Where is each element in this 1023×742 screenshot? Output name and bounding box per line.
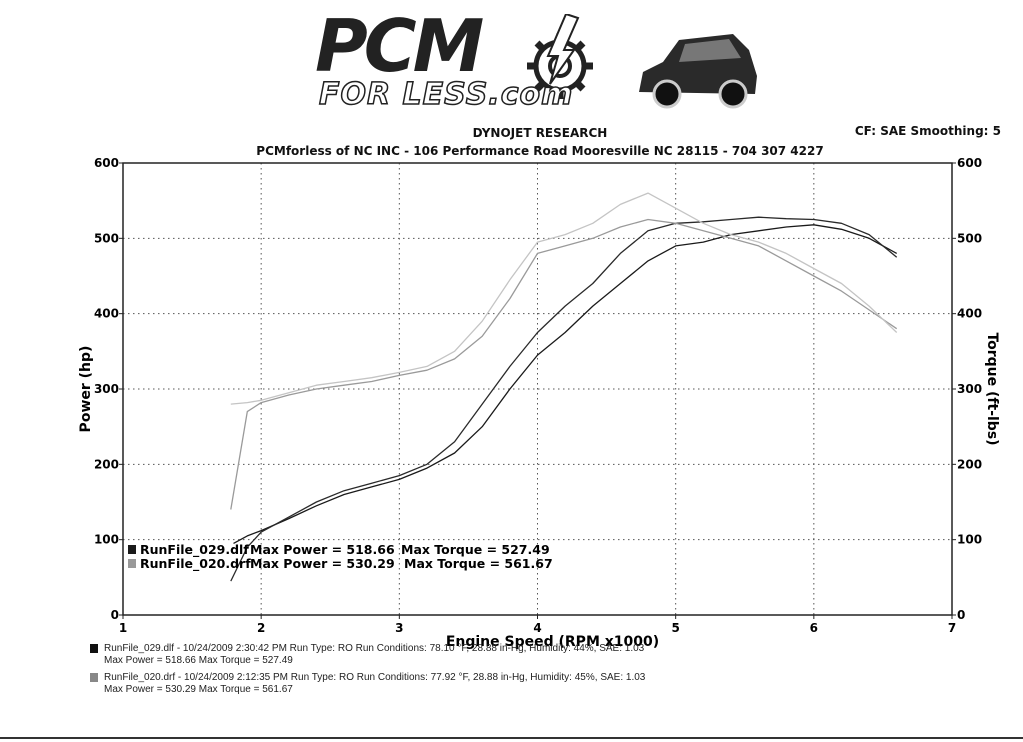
curve-torque-runfile-029-dlf [230, 218, 898, 510]
x-tick-label: 2 [257, 621, 265, 635]
gear-icon [527, 14, 593, 99]
y-tick-label: 100 [94, 533, 119, 547]
y-tick-label: 0 [111, 608, 119, 622]
y-tick-label: 300 [94, 382, 119, 396]
legend-power: Max Power = 530.29 [250, 556, 395, 571]
logo-sub-text: FOR LESS.com [318, 77, 574, 113]
legend-swatch [128, 559, 136, 568]
x-tick-label: 5 [671, 621, 679, 635]
x-tick-label: 1 [119, 621, 127, 635]
logo-main-text: PCM [315, 4, 484, 88]
y-tick-label: 200 [94, 457, 119, 471]
footer-swatch [90, 644, 98, 653]
x-tick-label: 6 [810, 621, 818, 635]
y2-tick-label: 300 [957, 382, 982, 396]
legend-swatch [128, 545, 136, 554]
footer-swatch [90, 673, 98, 682]
legend: RunFile_029.dlf Max Power = 518.66 Max T… [128, 542, 553, 572]
y-tick-label: 400 [94, 307, 119, 321]
y2-tick-label: 100 [957, 533, 982, 547]
footer-max-line: Max Power = 530.29 Max Torque = 561.67 [104, 684, 293, 695]
footer-run-line: RunFile_020.drf - 10/24/2009 2:12:35 PM … [104, 672, 646, 683]
tick-labels: 1 2 3 4 5 6 7010020030040050060001002003004005… [94, 156, 982, 635]
y2-tick-label: 600 [957, 156, 982, 170]
correction-label: CF: SAE Smoothing: 5 [854, 124, 1001, 138]
legend-power: Max Power = 518.66 [250, 542, 395, 557]
curves [230, 192, 898, 582]
legend-run: RunFile_029.dlf [140, 542, 249, 558]
x-tick-label: 4 [533, 621, 541, 635]
y2-tick-label: 500 [957, 231, 982, 245]
x-tick-label: 7 [948, 621, 956, 635]
y2-tick-label: 400 [957, 307, 982, 321]
footer-max-line: Max Power = 518.66 Max Torque = 527.49 [104, 655, 293, 666]
y-tick-label: 600 [94, 156, 119, 170]
legend-run: RunFile_020.drf [140, 556, 251, 572]
y-tick-label: 500 [94, 231, 119, 245]
y-axis-title: Power (hp) [78, 346, 94, 433]
x-axis-title: Engine Speed (RPM x1000) [446, 634, 659, 650]
y2-axis-title: Torque (ft-lbs) [984, 332, 1000, 445]
pcm-logo: PCM FOR LESS.com [315, 10, 765, 120]
bottom-rule [0, 737, 1023, 739]
y2-tick-label: 200 [957, 457, 982, 471]
curve-power-runfile-029-dlf [233, 224, 898, 544]
brand-title: DYNOJET RESEARCH [472, 126, 608, 140]
footer-run-line: RunFile_029.dlf - 10/24/2009 2:30:42 PM … [104, 643, 645, 654]
curve-torque-runfile-020-drf [230, 192, 898, 405]
y2-tick-label: 0 [957, 608, 965, 622]
curve-power-runfile-020-drf [230, 216, 898, 582]
legend-torque: Max Torque = 561.67 [404, 556, 553, 571]
x-tick-label: 3 [395, 621, 403, 635]
truck-icon [639, 34, 757, 109]
shop-title: PCMforless of NC INC - 106 Performance R… [256, 144, 824, 158]
legend-torque: Max Torque = 527.49 [401, 542, 550, 557]
